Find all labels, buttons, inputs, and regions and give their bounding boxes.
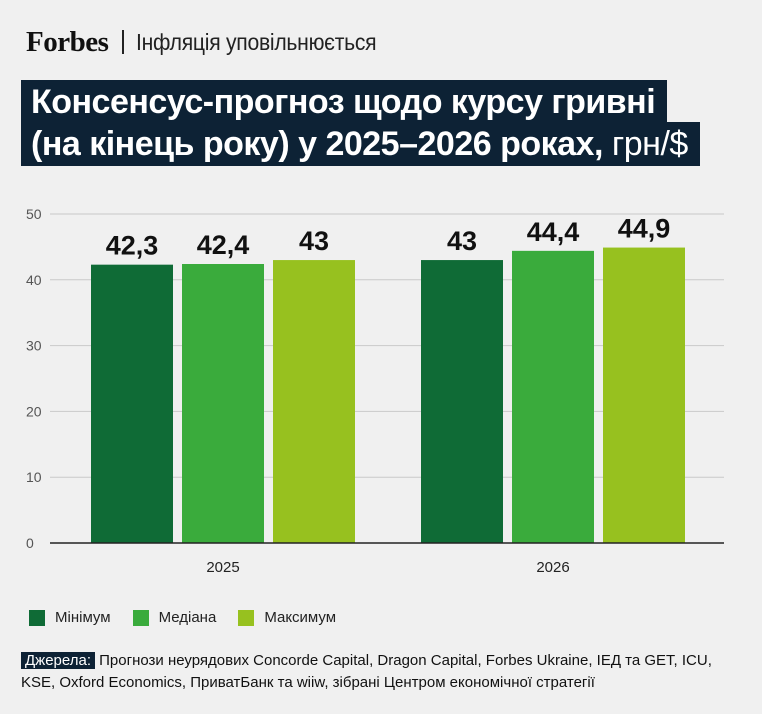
bar: [421, 260, 503, 543]
y-tick-label: 40: [26, 272, 42, 288]
x-tick-label: 2025: [206, 559, 239, 576]
forbes-logo[interactable]: Forbes: [26, 25, 109, 58]
bar-chart: 42,3 42,4 43 43 44,4 44,9 0 10 20 30 40 50 2025 2026: [26, 206, 724, 576]
header: Forbes Інфляція уповільнюється: [26, 24, 398, 60]
y-tick-label: 20: [26, 403, 42, 419]
legend-swatch-max: [238, 609, 255, 626]
y-tick-label: 0: [26, 535, 34, 551]
source-label: Джерела:: [21, 652, 95, 669]
legend-swatch-min: [29, 609, 45, 626]
section-name[interactable]: Інфляція уповільнюється: [136, 28, 377, 55]
legend-label-max: Максимум: [264, 609, 337, 626]
chart-title-text-2: (на кінець року) у 2025–2026 роках,: [31, 125, 603, 163]
bar: [91, 264, 173, 543]
y-tick-label: 10: [26, 469, 42, 485]
x-tick-label: 2026: [536, 559, 569, 576]
data-label: 44,4: [527, 217, 580, 247]
bar: [512, 250, 594, 543]
legend-label-min: Мінімум: [55, 609, 111, 626]
data-label: 43: [447, 226, 477, 256]
bar: [273, 260, 355, 543]
header-divider: [122, 30, 125, 54]
y-tick-label: 30: [26, 338, 42, 354]
legend-item-min: Мінімум: [29, 609, 111, 626]
chart-title-unit: грн/$: [611, 125, 688, 163]
chart-title-line-1: Консенсус-прогноз щодо курсу гривні: [21, 80, 668, 124]
data-label: 42,3: [106, 231, 159, 261]
data-label: 42,4: [197, 230, 250, 260]
chart-title-text-1: Консенсус-прогноз щодо курсу гривні: [31, 83, 656, 121]
legend-label-median: Медіана: [158, 609, 217, 626]
chart-title-line-2: (на кінець року) у 2025–2026 роках, грн/…: [21, 122, 700, 166]
data-label: 44,9: [618, 214, 671, 244]
legend-swatch-median: [132, 609, 149, 626]
source-note: Джерела: Прогнози неурядових Concorde Ca…: [21, 650, 741, 694]
legend-item-max: Максимум: [238, 609, 336, 626]
legend-item-median: Медіана: [132, 609, 217, 626]
bar: [182, 264, 264, 543]
y-tick-label: 50: [26, 206, 42, 222]
axes: 0 10 20 30 40 50 2025 2026: [26, 206, 724, 576]
bar: [603, 247, 685, 544]
bars: [91, 247, 685, 544]
source-text: Прогнози неурядових Concorde Capital, Dr…: [21, 652, 712, 691]
value-labels: 42,3 42,4 43 43 44,4 44,9: [106, 214, 671, 261]
data-label: 43: [299, 226, 329, 256]
legend: Мінімум Медіана Максимум: [29, 609, 358, 626]
